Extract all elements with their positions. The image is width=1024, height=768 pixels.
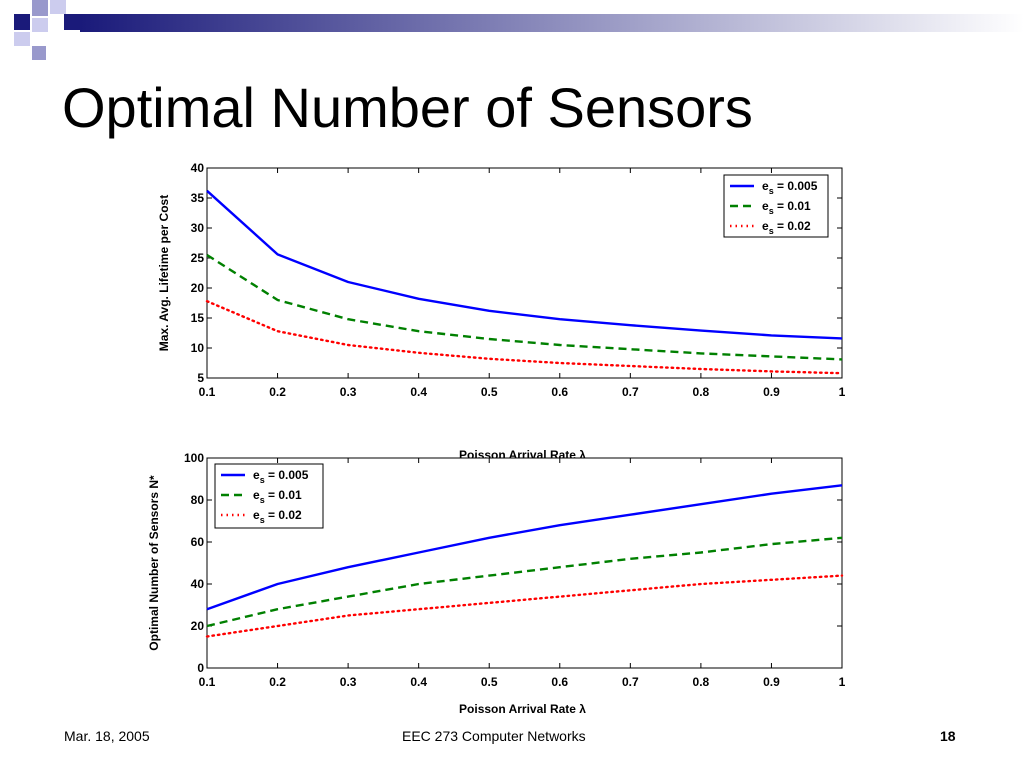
series-line bbox=[206, 484, 843, 611]
x-tick-label: 0.1 bbox=[199, 385, 216, 399]
header-gradient-bar bbox=[80, 14, 1024, 32]
x-tick-label: 1 bbox=[839, 675, 846, 689]
header-square bbox=[64, 14, 80, 30]
y-tick-label: 25 bbox=[191, 251, 205, 265]
header-square bbox=[14, 32, 30, 46]
x-tick-label: 0.7 bbox=[622, 675, 639, 689]
y-tick-label: 80 bbox=[191, 493, 205, 507]
x-tick-label: 0.3 bbox=[340, 385, 357, 399]
x-tick-label: 0.5 bbox=[481, 385, 498, 399]
legend-label: es = 0.02 bbox=[762, 219, 811, 236]
footer-page-number: 18 bbox=[940, 728, 956, 744]
y-tick-label: 0 bbox=[197, 661, 204, 675]
x-tick-label: 0.8 bbox=[693, 385, 710, 399]
y-tick-label: 40 bbox=[191, 577, 205, 591]
x-axis-label: Poisson Arrival Rate λ bbox=[459, 702, 586, 716]
y-tick-label: 20 bbox=[191, 619, 205, 633]
x-tick-label: 0.4 bbox=[410, 675, 427, 689]
legend-label: es = 0.005 bbox=[762, 179, 818, 196]
x-tick-label: 0.3 bbox=[340, 675, 357, 689]
legend-label: es = 0.01 bbox=[762, 199, 811, 216]
legend-label: es = 0.005 bbox=[253, 468, 309, 485]
x-tick-label: 0.4 bbox=[410, 385, 427, 399]
series-line bbox=[206, 189, 843, 340]
y-tick-label: 15 bbox=[191, 311, 205, 325]
series-line bbox=[205, 574, 844, 638]
y-axis-label: Max. Avg. Lifetime per Cost bbox=[157, 195, 171, 351]
x-tick-label: 1 bbox=[839, 385, 846, 399]
slide-title: Optimal Number of Sensors bbox=[62, 76, 753, 139]
x-tick-label: 0.6 bbox=[551, 675, 568, 689]
legend-label: es = 0.01 bbox=[253, 488, 302, 505]
x-tick-label: 0.9 bbox=[763, 675, 780, 689]
y-axis-label: Optimal Number of Sensors N* bbox=[147, 475, 161, 651]
x-tick-label: 0.7 bbox=[622, 385, 639, 399]
header-square bbox=[32, 46, 46, 60]
x-tick-label: 0.8 bbox=[693, 675, 710, 689]
x-tick-label: 0.2 bbox=[269, 385, 286, 399]
header-square bbox=[32, 18, 48, 32]
x-tick-label: 0.6 bbox=[551, 385, 568, 399]
y-tick-label: 30 bbox=[191, 221, 205, 235]
footer-course-name: EEC 273 Computer Networks bbox=[402, 728, 586, 744]
y-tick-label: 40 bbox=[191, 161, 205, 175]
x-tick-label: 0.2 bbox=[269, 675, 286, 689]
legend-label: es = 0.02 bbox=[253, 508, 302, 525]
header-square bbox=[50, 0, 66, 14]
y-tick-label: 5 bbox=[197, 371, 204, 385]
y-tick-label: 10 bbox=[191, 341, 205, 355]
header-square bbox=[14, 14, 30, 30]
lifetime-chart: 0.1 0.2 0.3 0.4 0.5 0.6 0.7 0.8 0.9 1510152025303… bbox=[157, 161, 846, 462]
x-tick-label: 0.1 bbox=[199, 675, 216, 689]
y-tick-label: 60 bbox=[191, 535, 205, 549]
footer-date: Mar. 18, 2005 bbox=[64, 728, 150, 744]
series-line bbox=[206, 253, 843, 361]
series-line bbox=[205, 299, 844, 375]
header-decoration bbox=[14, 0, 1024, 60]
series-line bbox=[206, 536, 843, 628]
y-tick-label: 100 bbox=[184, 451, 204, 465]
sensors-chart: 0.1 0.2 0.3 0.4 0.5 0.6 0.7 0.8 0.9 1 0 20 40 60 80 100… bbox=[147, 451, 846, 716]
y-tick-label: 20 bbox=[191, 281, 205, 295]
x-tick-label: 0.5 bbox=[481, 675, 498, 689]
y-tick-label: 35 bbox=[191, 191, 205, 205]
header-square bbox=[32, 0, 48, 16]
x-tick-label: 0.9 bbox=[763, 385, 780, 399]
